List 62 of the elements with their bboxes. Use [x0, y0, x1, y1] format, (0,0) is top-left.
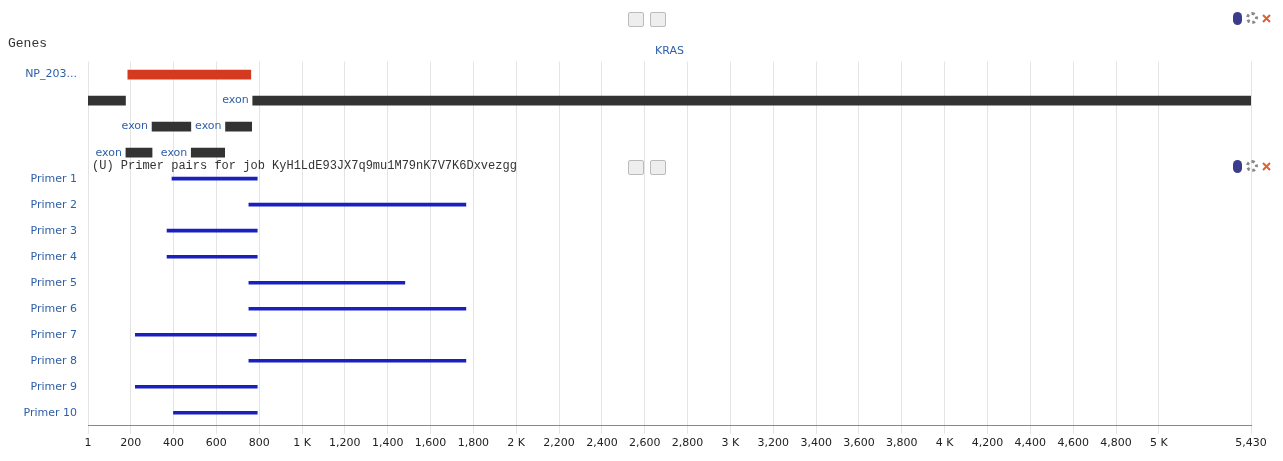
- bar: [88, 95, 126, 106]
- x-tick-label: 1: [84, 436, 92, 450]
- bar: [190, 147, 225, 158]
- bar: [248, 202, 467, 207]
- x-tick-label: 2,600: [629, 436, 661, 450]
- x-tick-label: 400: [162, 436, 184, 450]
- bar: [125, 147, 153, 158]
- annotation: (U) Primer pairs for job KyH1LdE93JX7q9mu1M79nK7V7K6Dxvezgg: [92, 158, 517, 173]
- x-tick-label: 1,200: [329, 436, 361, 450]
- x-tick-label: 4,400: [1014, 436, 1047, 450]
- x-tick-label: 3,400: [800, 436, 832, 450]
- data-label: exon: [121, 119, 149, 133]
- x-tick-label: 4,600: [1057, 436, 1089, 450]
- y-tick-label: Primer 4: [30, 249, 77, 263]
- x-tick-label: 800: [248, 436, 270, 450]
- x-tick-label: 1,400: [371, 436, 404, 450]
- bar: [135, 384, 258, 389]
- data-label: exon: [95, 145, 122, 159]
- x-tick-label: 200: [120, 436, 142, 450]
- x-tick-label: 3,600: [843, 436, 875, 450]
- x-tick-label: 4,800: [1100, 436, 1132, 450]
- bar: [252, 95, 1251, 106]
- x-tick-label: 1,600: [414, 436, 447, 450]
- bar: [166, 254, 258, 259]
- y-tick-label: Primer 10: [23, 405, 77, 419]
- bar: [166, 228, 258, 233]
- x-tick-label: 3,800: [886, 436, 918, 450]
- y-tick-label: Primer 8: [30, 353, 77, 367]
- y-tick-label: Primer 6: [30, 301, 77, 315]
- bar: [248, 280, 406, 285]
- y-tick-label: Primer 1: [30, 171, 77, 185]
- x-tick-label: 600: [205, 436, 227, 450]
- y-tick-label: Primer 2: [30, 197, 77, 211]
- y-tick-label: Primer 5: [30, 275, 77, 289]
- x-tick-label: 1,800: [457, 436, 490, 450]
- bar: [151, 121, 192, 132]
- y-tick-label: Primer 3: [30, 223, 77, 237]
- bar: [173, 410, 258, 415]
- y-tick-label: NP_203...: [25, 67, 77, 81]
- x-tick-label: 2,400: [586, 436, 618, 450]
- y-tick-label: Primer 7: [30, 327, 77, 341]
- bar: [135, 332, 257, 337]
- text: KRAS: [655, 44, 684, 58]
- x-tick-label: 3,200: [757, 436, 790, 450]
- x-tick-label: 5 K: [1150, 436, 1169, 450]
- bar: [248, 358, 467, 363]
- x-tick-label: 2 K: [507, 436, 526, 450]
- bar: [225, 121, 252, 132]
- x-tick-label: 4,200: [971, 436, 1004, 450]
- x-tick-label: 2,200: [543, 436, 575, 450]
- x-tick-label: 2,800: [671, 436, 704, 450]
- bar: [248, 306, 467, 311]
- x-tick-label: 1 K: [293, 436, 312, 450]
- chart-title: Genes: [8, 36, 48, 52]
- data-label: exon: [160, 145, 188, 159]
- bar: [127, 69, 252, 80]
- y-tick-label: Primer 9: [30, 379, 77, 393]
- data-label: exon: [195, 119, 222, 133]
- x-tick-label: 5,430: [1235, 436, 1267, 450]
- x-tick-label: 4 K: [935, 436, 955, 450]
- data-label: exon: [222, 93, 249, 107]
- x-tick-label: 3 K: [721, 436, 741, 450]
